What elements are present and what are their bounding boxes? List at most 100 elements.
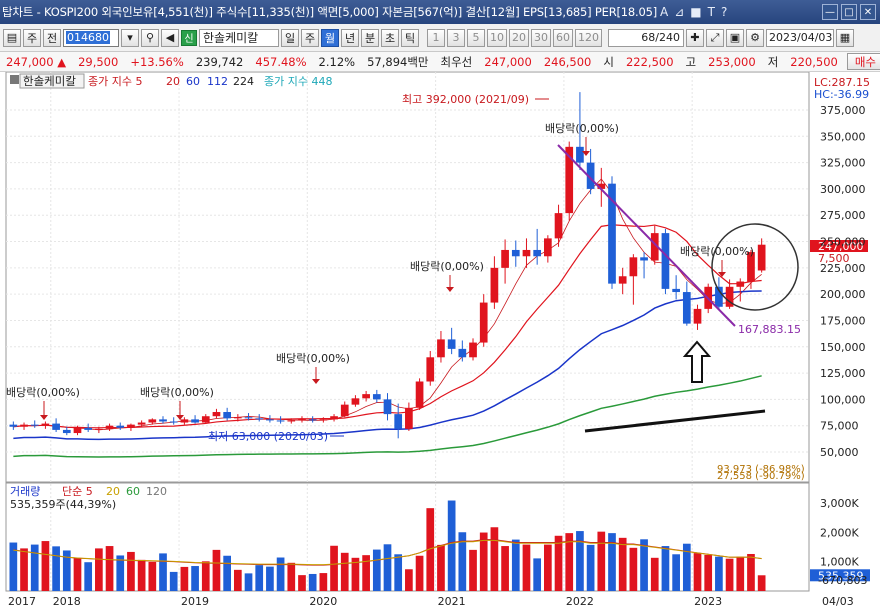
prev-button[interactable]: 전 (43, 28, 61, 47)
volume-bar (629, 547, 638, 591)
dividend-marker-arrow (718, 272, 726, 277)
volume-bar (426, 508, 435, 591)
candle-body (554, 213, 563, 239)
candle-body (533, 249, 542, 257)
price-chart-svg[interactable]: 최고 392,000 (2021/09) 최저 63,000 (2020/03) 배… (0, 71, 880, 611)
dropdown-chevron-icon[interactable]: ▾ (121, 28, 139, 47)
period-day[interactable]: 일 (281, 28, 299, 47)
price-axis: 375,000 350,000 325,000 300,000 275,000 250,0… (820, 104, 866, 459)
interval-60[interactable]: 60 (553, 28, 573, 47)
volume-bar (362, 555, 370, 591)
candle-body (511, 249, 520, 257)
candle-body (127, 424, 135, 428)
candle-body (747, 252, 755, 282)
window-title: 탑차트 - KOSPI200 외국인보유[4,551(천)] 주식수[11,33… (2, 5, 657, 19)
volume-bar (533, 558, 542, 591)
dividend-label: 배당락(0,00%) (6, 386, 80, 399)
color-icon[interactable]: ■ (690, 5, 702, 19)
volume-bar (704, 554, 713, 591)
legend-ma-60: 60 (186, 75, 200, 88)
date-field[interactable]: 2023/04/03 (766, 28, 834, 47)
volume-bar (95, 548, 103, 591)
volume-bar (661, 546, 670, 591)
settings-gear-icon[interactable]: ⚙ (746, 28, 764, 47)
candle-body (255, 418, 264, 420)
legend-toggle-icon[interactable] (10, 75, 19, 84)
trade-amount: 57,894백만 (367, 54, 429, 69)
sound-icon[interactable]: ◀ (161, 28, 179, 47)
price-axis-label: 100,000 (820, 393, 866, 406)
best-ask-label: 최우선 (440, 54, 473, 69)
volume-bar (490, 527, 499, 591)
period-unit-select[interactable]: 주 (23, 28, 41, 47)
period-tick[interactable]: 틱 (401, 28, 419, 47)
interval-1[interactable]: 1 (427, 28, 445, 47)
calendar-icon[interactable]: ▦ (836, 28, 854, 47)
interval-3[interactable]: 3 (447, 28, 465, 47)
volume-bar (308, 573, 317, 591)
save-icon[interactable]: ▣ (726, 28, 744, 47)
time-axis-label: 2021 (438, 595, 466, 608)
interval-5[interactable]: 5 (467, 28, 485, 47)
search-icon[interactable]: ⚲ (141, 28, 159, 47)
low-label: 최저 63,000 (2020/03) (208, 430, 328, 443)
candle-body (490, 267, 499, 303)
interval-30[interactable]: 30 (531, 28, 551, 47)
volume-ma-120: 120 (146, 485, 167, 498)
price-axis-label: 225,000 (820, 262, 866, 275)
candle-body (330, 416, 338, 420)
minimize-button[interactable]: — (822, 4, 838, 20)
candle-body (394, 414, 403, 429)
legend-close-index: 종가 지수 448 (264, 75, 332, 88)
font-size-icon[interactable]: A (660, 5, 669, 19)
draw-tool-icon[interactable]: ⊿ (674, 5, 685, 19)
legend-stock-name: 한솔케미칼 (23, 74, 76, 88)
period-week[interactable]: 주 (301, 28, 319, 47)
period-year[interactable]: 년 (341, 28, 359, 47)
text-icon[interactable]: T (707, 5, 715, 19)
interval-20[interactable]: 20 (509, 28, 529, 47)
time-axis-label: 2019 (181, 595, 209, 608)
close-button[interactable]: ✕ (860, 4, 876, 20)
candle-body (84, 427, 93, 430)
volume-bar (276, 557, 285, 591)
interval-120[interactable]: 120 (575, 28, 602, 47)
candle-body (576, 146, 584, 163)
maximize-button[interactable]: □ (841, 4, 857, 20)
dividend-label: 배당락(0,00%) (410, 260, 484, 273)
candle-body (544, 238, 552, 257)
candle-body (736, 281, 745, 287)
volume-bar (351, 557, 360, 591)
candle-body (52, 423, 60, 430)
bottom-value-1: 93,973 (-86.98%) (717, 464, 805, 475)
crosshair-icon[interactable]: ✚ (686, 28, 704, 47)
chart-area[interactable]: 최고 392,000 (2021/09) 최저 63,000 (2020/03) 배… (0, 71, 880, 611)
print-icon[interactable]: ▤ (3, 28, 21, 47)
volume-bar (511, 539, 520, 591)
period-minute[interactable]: 분 (361, 28, 379, 47)
candle-body (30, 424, 39, 426)
period-month[interactable]: 월 (321, 28, 339, 47)
help-icon[interactable]: ? (720, 5, 728, 19)
volume-bar (30, 544, 39, 591)
stock-code-input[interactable]: 014680 (63, 28, 119, 47)
open-value: 222,500 (625, 54, 674, 69)
time-axis-label: 2022 (566, 595, 594, 608)
buy-button[interactable]: 매수 (846, 53, 880, 70)
candle-body (212, 412, 221, 417)
period-second[interactable]: 초 (381, 28, 399, 47)
trend-tool-icon[interactable]: ⤢ (706, 28, 724, 47)
volume-title: 거래량 (10, 485, 40, 498)
candle-body (351, 398, 360, 405)
candle-body (608, 183, 616, 284)
data-count-field[interactable]: 68/240 (608, 28, 684, 47)
candle-body (383, 399, 392, 415)
candle-body (223, 412, 231, 419)
candle-body (95, 428, 103, 430)
candle-body (372, 394, 381, 400)
title-bar: 탑차트 - KOSPI200 외국인보유[4,551(천)] 주식수[11,33… (0, 0, 880, 24)
dividend-marker-arrow (40, 415, 48, 420)
interval-10[interactable]: 10 (487, 28, 507, 47)
volume-bar (458, 532, 467, 591)
candle-body (319, 419, 328, 421)
